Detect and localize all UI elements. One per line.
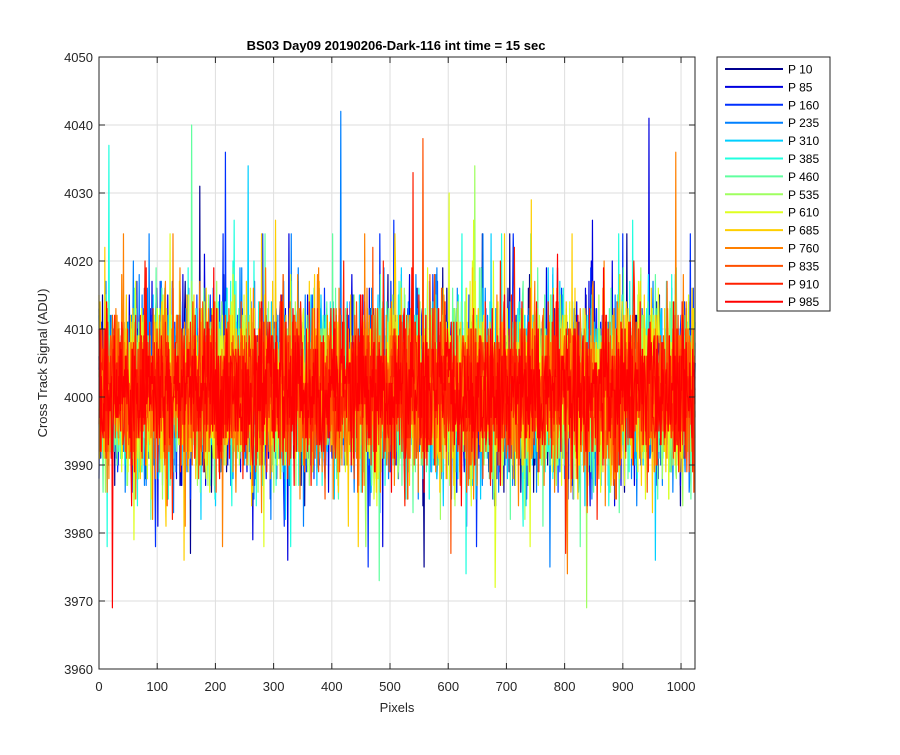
legend-label: P 385 xyxy=(788,152,819,166)
plot-border xyxy=(98,56,696,670)
legend-label: P 310 xyxy=(788,134,819,148)
legend-label: P 985 xyxy=(788,295,819,309)
legend-label: P 610 xyxy=(788,206,819,220)
x-tick-label: 100 xyxy=(146,679,168,694)
y-tick-label: 4040 xyxy=(64,118,93,133)
y-tick-label: 4000 xyxy=(64,390,93,405)
legend-label: P 235 xyxy=(788,116,819,130)
legend-label: P 10 xyxy=(788,63,813,77)
series-lines xyxy=(98,110,696,609)
y-axis-label: Cross Track Signal (ADU) xyxy=(35,289,50,438)
legend-label: P 535 xyxy=(788,188,819,202)
x-tick-label: 0 xyxy=(95,679,102,694)
legend-label: P 160 xyxy=(788,98,819,112)
y-tick-label: 4050 xyxy=(64,50,93,65)
legend-label: P 910 xyxy=(788,277,819,291)
y-tick-label: 4010 xyxy=(64,322,93,337)
series-line-p985 xyxy=(98,253,696,609)
x-tick-label: 800 xyxy=(554,679,576,694)
legend-box xyxy=(716,56,831,312)
x-tick-label: 200 xyxy=(205,679,227,694)
legend-label: P 85 xyxy=(788,80,813,94)
legend-label: P 460 xyxy=(788,170,819,184)
axis-ticks: 0 100 200 300 400 500 600 700 800 900 1000 3960 3970… xyxy=(64,50,695,694)
x-tick-label: 500 xyxy=(379,679,401,694)
x-tick-label: 400 xyxy=(321,679,343,694)
y-tick-label: 3990 xyxy=(64,458,93,473)
x-tick-label: 300 xyxy=(263,679,285,694)
chart-title: BS03 Day09 20190206-Dark-116 int time = … xyxy=(247,38,546,53)
y-tick-label: 3980 xyxy=(64,526,93,541)
legend: P 10 P 85 P 160 P 235 P 310 P 385 P 460 P 535 P … xyxy=(716,56,831,312)
legend-label: P 835 xyxy=(788,259,819,273)
x-tick-label: 1000 xyxy=(667,679,696,694)
x-tick-label: 900 xyxy=(612,679,634,694)
x-tick-label: 700 xyxy=(496,679,518,694)
y-tick-label: 3960 xyxy=(64,662,93,677)
legend-label: P 760 xyxy=(788,242,819,256)
y-tick-label: 3970 xyxy=(64,594,93,609)
x-axis-label: Pixels xyxy=(380,700,415,715)
y-tick-label: 4020 xyxy=(64,254,93,269)
legend-label: P 685 xyxy=(788,224,819,238)
y-tick-label: 4030 xyxy=(64,186,93,201)
x-tick-label: 600 xyxy=(437,679,459,694)
